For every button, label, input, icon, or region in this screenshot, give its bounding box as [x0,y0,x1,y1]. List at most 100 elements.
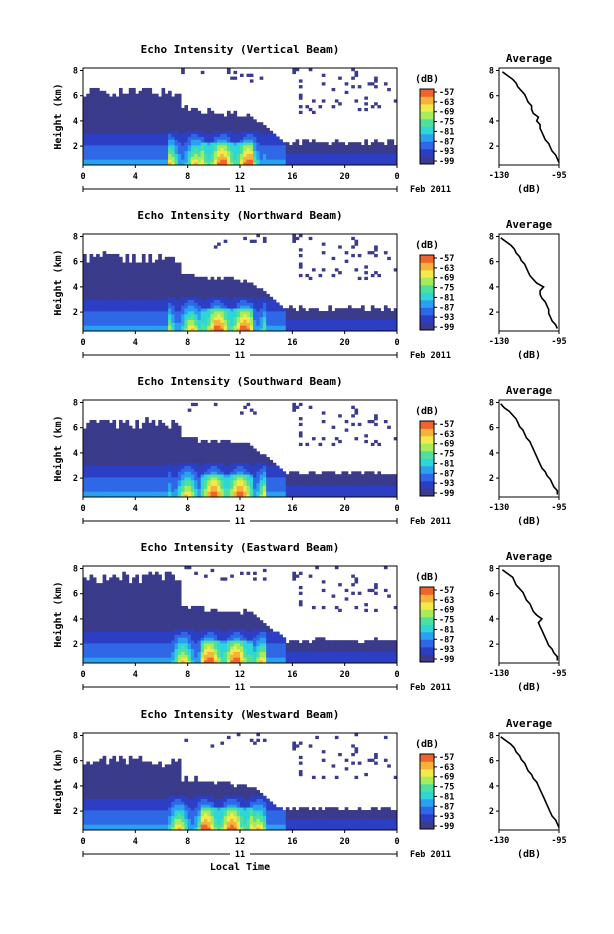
heatmap-cell [126,94,130,97]
heatmap-cell [116,111,120,114]
heatmap-cell [220,294,224,297]
heatmap-cell [309,156,313,159]
heatmap-cell [211,314,215,317]
heatmap-cell [106,283,110,286]
heatmap-cell [162,154,166,157]
heatmap-cell [354,142,358,145]
heatmap-cell [253,314,257,317]
heatmap-cell [256,325,260,328]
heatmap-cell [211,148,215,151]
heatmap-cell [90,302,94,305]
heatmap-cell [126,463,130,466]
heatmap-cell [175,159,179,162]
heatmap-cell [83,317,87,320]
heatmap-cell [269,151,273,154]
heatmap-cell [207,122,211,125]
heatmap-cell [168,322,172,325]
heatmap-cell [162,268,166,271]
heatmap-cell [142,99,146,102]
y-tick-label: 4 [73,117,78,127]
heatmap-cell [139,314,143,317]
heatmap-cell [96,477,100,480]
heatmap-cell [148,285,152,288]
heatmap-cell [152,99,156,102]
heatmap-cell [119,429,123,432]
heatmap-cell [93,91,97,94]
heatmap-cell [325,142,329,145]
heatmap-cell [184,446,188,449]
heatmap-cell [286,477,290,480]
heatmap-cell [86,294,90,297]
heatmap-cell [158,97,162,100]
heatmap-cell [178,125,182,128]
heatmap-cell [286,317,290,320]
heatmap-cell [227,159,231,162]
heatmap-cell [142,148,146,151]
heatmap-cell [93,483,97,486]
heatmap-cell [90,257,94,260]
heatmap-cell [227,294,231,297]
heatmap-cell [207,125,211,128]
heatmap-cell [256,294,260,297]
heatmap-cell [220,451,224,454]
heatmap-cell [122,134,126,137]
heatmap-cell [351,156,355,159]
heatmap-cell [103,300,107,303]
heatmap-cell [90,451,94,454]
heatmap-cell [135,468,139,471]
heatmap-cell [181,156,185,159]
heatmap-cell [83,466,87,469]
heatmap-cell [214,460,218,463]
heatmap-cell [168,114,172,117]
heatmap-cell [204,277,208,280]
heatmap-cell [201,311,205,314]
heatmap-cell [220,457,224,460]
heatmap-cell [368,154,372,157]
heatmap-cell [158,122,162,125]
heatmap-cell [109,449,113,452]
heatmap-cell [217,148,221,151]
heatmap-cell [283,148,287,151]
heatmap-cell [171,483,175,486]
heatmap-cell [145,283,149,286]
heatmap-cell [263,305,267,308]
heatmap-cell [279,317,283,320]
heatmap-cell [256,322,260,325]
heatmap-cell [168,320,172,323]
heatmap-cell [106,488,110,491]
heatmap-cell [211,128,215,131]
heatmap-cell [197,128,201,131]
heatmap-cell [171,437,175,440]
heatmap-cell [119,277,123,280]
heatmap-cell [283,145,287,148]
heatmap-cell [194,449,198,452]
heatmap-cell [325,486,329,489]
heatmap-cell [374,245,378,248]
heatmap-cell [168,483,172,486]
heatmap-cell [168,263,172,266]
heatmap-cell [381,317,385,320]
heatmap-cell [358,325,362,328]
heatmap-cell [263,468,267,471]
heatmap-cell [119,466,123,469]
heatmap-cell [106,449,110,452]
heatmap-cell [175,311,179,314]
heatmap-cell [191,134,195,137]
heatmap-cell [103,268,107,271]
heatmap-cell [106,271,110,274]
heatmap-cell [224,134,228,137]
heatmap-cell [233,460,237,463]
heatmap-cell [211,277,215,280]
heatmap-cell [240,322,244,325]
heatmap-cell [233,488,237,491]
heatmap-cell [319,311,323,314]
heatmap-cell [260,474,264,477]
heatmap-cell [139,117,143,120]
heatmap-cell [305,151,309,154]
heatmap-cell [312,151,316,154]
heatmap-cell [145,128,149,131]
heatmap-cell [292,148,296,151]
heatmap-cell [204,145,208,148]
heatmap-cell [227,486,231,489]
heatmap-cell [299,94,303,97]
